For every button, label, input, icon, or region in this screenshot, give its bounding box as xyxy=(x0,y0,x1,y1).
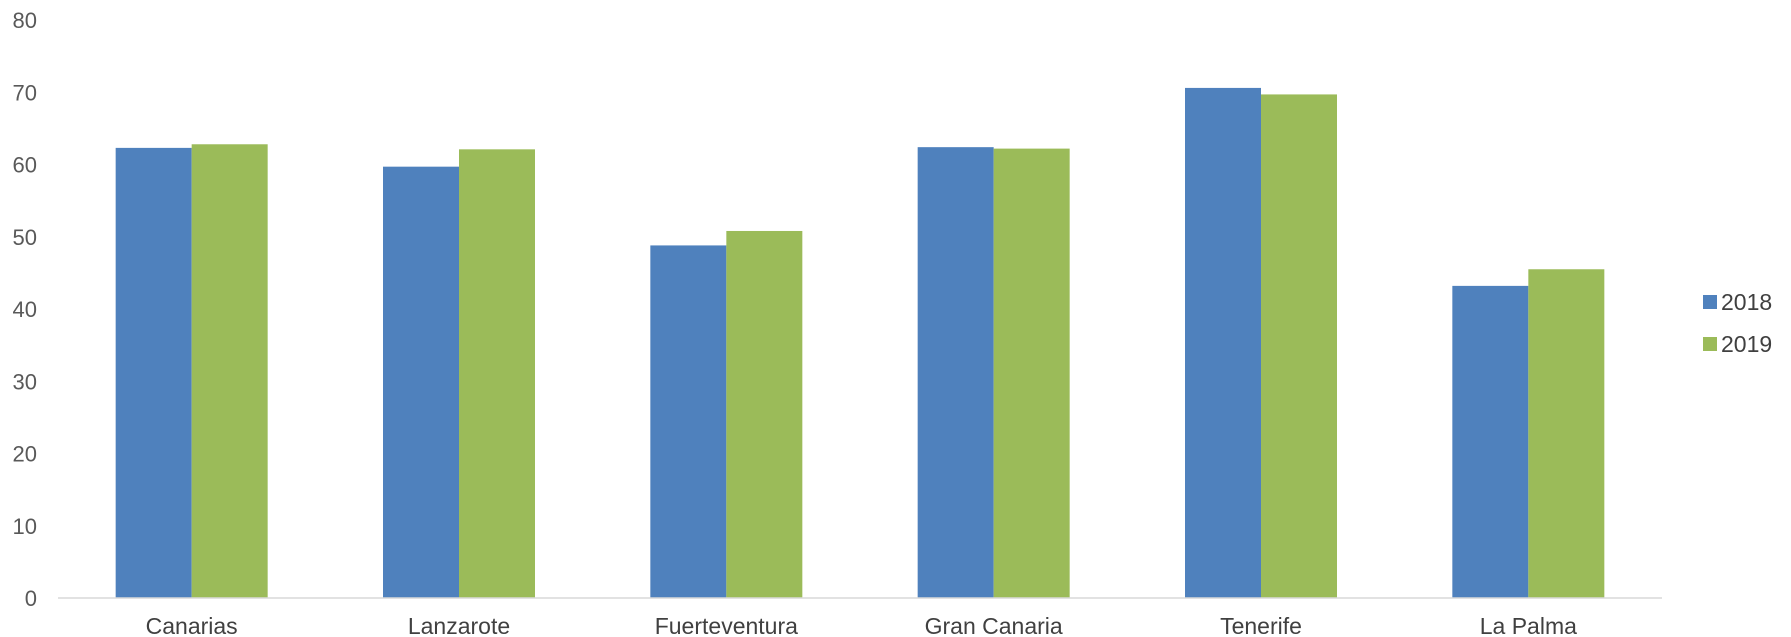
bars xyxy=(115,87,1605,599)
y-tick-label: 40 xyxy=(13,297,37,322)
x-tick-label: La Palma xyxy=(1480,613,1577,637)
x-tick-label: Canarias xyxy=(146,613,238,637)
y-tick-label: 30 xyxy=(13,369,37,394)
bar-2018-fuerteventura xyxy=(650,245,727,599)
y-tick-label: 50 xyxy=(13,225,37,250)
bar-2018-la-palma xyxy=(1452,285,1529,598)
bar-2019-fuerteventura xyxy=(726,230,803,598)
y-tick-label: 0 xyxy=(25,586,37,611)
y-tick-label: 80 xyxy=(13,8,37,33)
bar-2019-la-palma xyxy=(1528,269,1605,598)
legend-swatch xyxy=(1703,337,1717,351)
y-tick-label: 20 xyxy=(13,442,37,467)
x-tick-label: Lanzarote xyxy=(408,613,510,637)
bar-2019-gran-canaria xyxy=(993,148,1070,599)
legend-label: 2018 xyxy=(1721,289,1772,315)
legend-label: 2019 xyxy=(1721,331,1772,357)
bar-2019-lanzarote xyxy=(459,149,535,598)
x-axis: Canarias Lanzarote Fuerteventura Gran Canar… xyxy=(146,613,1577,637)
legend-swatch xyxy=(1703,295,1717,309)
x-tick-label: Tenerife xyxy=(1220,613,1302,637)
bar-2018-gran-canaria xyxy=(917,147,994,598)
bar-2018-canarias xyxy=(115,147,192,598)
y-axis: 0 10 20 30 40 50 60 70 80 xyxy=(13,8,37,611)
bar-2018-tenerife xyxy=(1185,87,1261,598)
bar-2018-lanzarote xyxy=(383,166,459,599)
y-tick-label: 60 xyxy=(13,153,37,178)
y-tick-label: 10 xyxy=(13,514,37,539)
legend: 2018 2019 xyxy=(1703,289,1772,357)
x-tick-label: Gran Canaria xyxy=(925,613,1063,637)
bar-2019-canarias xyxy=(191,144,268,598)
bar-2019-tenerife xyxy=(1261,94,1337,598)
y-tick-label: 70 xyxy=(13,80,37,105)
x-tick-label: Fuerteventura xyxy=(655,613,798,637)
